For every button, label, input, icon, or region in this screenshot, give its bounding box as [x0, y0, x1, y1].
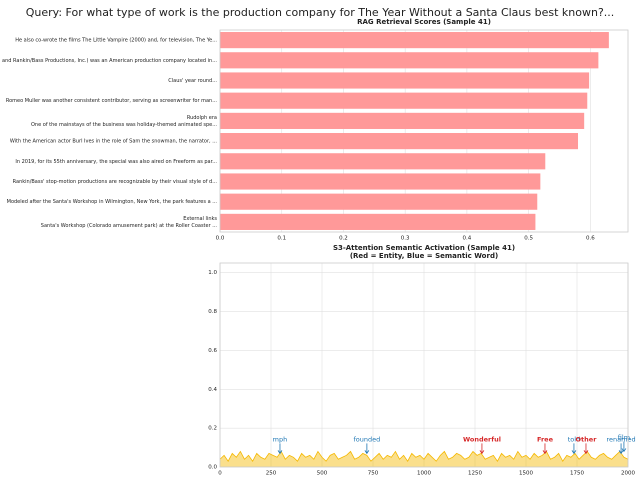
x-tick-label: 1000 — [417, 471, 431, 477]
plot-frame — [219, 262, 629, 468]
annotation-arrowhead — [542, 450, 548, 455]
annotation-arrowhead — [583, 450, 589, 455]
y-tick-label: Romeo Muller was another consistent cont… — [6, 98, 218, 104]
annotation-arrowhead — [364, 450, 370, 455]
x-tick-label: 500 — [317, 471, 328, 477]
y-tick-label: He also co-wrote the films The Little Va… — [15, 38, 217, 44]
annotation-arrowhead — [618, 450, 624, 455]
x-tick-label: 0.2 — [339, 236, 348, 242]
annotation-arrowhead — [277, 450, 283, 455]
y-tick-label: Santa's Workshop (Colorado amusement par… — [41, 223, 218, 229]
bar — [220, 112, 585, 129]
y-tick-label: With the American actor Burl Ives in the… — [10, 139, 218, 145]
chart-title: S3-Attention Semantic Activation (Sample… — [333, 244, 515, 252]
bar — [220, 173, 541, 190]
y-tick-label: 0.0 — [208, 465, 217, 471]
y-tick-label: One of the mainstays of the business was… — [31, 122, 217, 128]
bar — [220, 72, 590, 89]
chart-subtitle: (Red = Entity, Blue = Semantic Word) — [350, 252, 498, 260]
annotation-label: renamed — [607, 435, 636, 443]
x-tick-label: 0 — [218, 471, 222, 477]
x-tick-label: 1500 — [519, 471, 533, 477]
x-tick-label: 750 — [368, 471, 379, 477]
x-tick-label: 0.5 — [524, 236, 533, 242]
y-tick-label: and Rankin/Bass Productions, Inc.) was a… — [2, 58, 217, 64]
x-tick-label: 0.6 — [586, 236, 595, 242]
plot-frame — [219, 29, 629, 233]
y-tick-label: Rankin/Bass' stop-motion productions are… — [13, 179, 218, 185]
bar — [220, 193, 538, 210]
annotation-label: Free — [537, 435, 554, 443]
bar — [220, 52, 599, 69]
y-tick-label: 1.0 — [208, 270, 217, 276]
y-tick-label: 0.2 — [208, 426, 217, 432]
y-tick-label: Rudolph era — [187, 115, 217, 121]
x-tick-label: 1750 — [570, 471, 584, 477]
activation-line — [219, 450, 629, 462]
y-tick-label: Claus' year round... — [168, 78, 217, 84]
y-tick-label: 0.8 — [208, 309, 217, 315]
x-tick-label: 1250 — [468, 471, 482, 477]
y-tick-label: In 2019, for its 55th anniversary, the s… — [15, 159, 217, 165]
figure-title: Query: For what type of work is the prod… — [26, 6, 615, 19]
bar — [220, 133, 579, 150]
x-tick-label: 0.3 — [401, 236, 410, 242]
annotation-label: mph — [273, 435, 288, 443]
y-tick-label: 0.6 — [208, 348, 217, 354]
annotation-label: Other — [576, 435, 598, 443]
y-tick-label: External links — [183, 216, 217, 222]
annotation-label: founded — [353, 435, 380, 443]
x-tick-label: 250 — [266, 471, 277, 477]
chart-title: RAG Retrieval Scores (Sample 41) — [357, 18, 491, 26]
annotation-label: film — [618, 433, 630, 441]
y-tick-label: Modeled after the Santa's Workshop in Wi… — [7, 199, 218, 205]
y-tick-label: 0.4 — [208, 387, 217, 393]
bar — [220, 32, 609, 49]
annotation-arrowhead — [479, 450, 485, 455]
x-tick-label: 0.1 — [277, 236, 286, 242]
annotation-label: Wonderful — [463, 435, 501, 443]
x-tick-label: 0.0 — [216, 236, 225, 242]
annotation-arrowhead — [621, 448, 627, 453]
bar — [220, 213, 536, 230]
bar — [220, 153, 546, 170]
annotation-arrowhead — [571, 450, 577, 455]
bar — [220, 92, 588, 109]
x-tick-label: 0.4 — [463, 236, 472, 242]
x-tick-label: 2000 — [621, 471, 635, 477]
annotation-label: told — [568, 435, 580, 443]
